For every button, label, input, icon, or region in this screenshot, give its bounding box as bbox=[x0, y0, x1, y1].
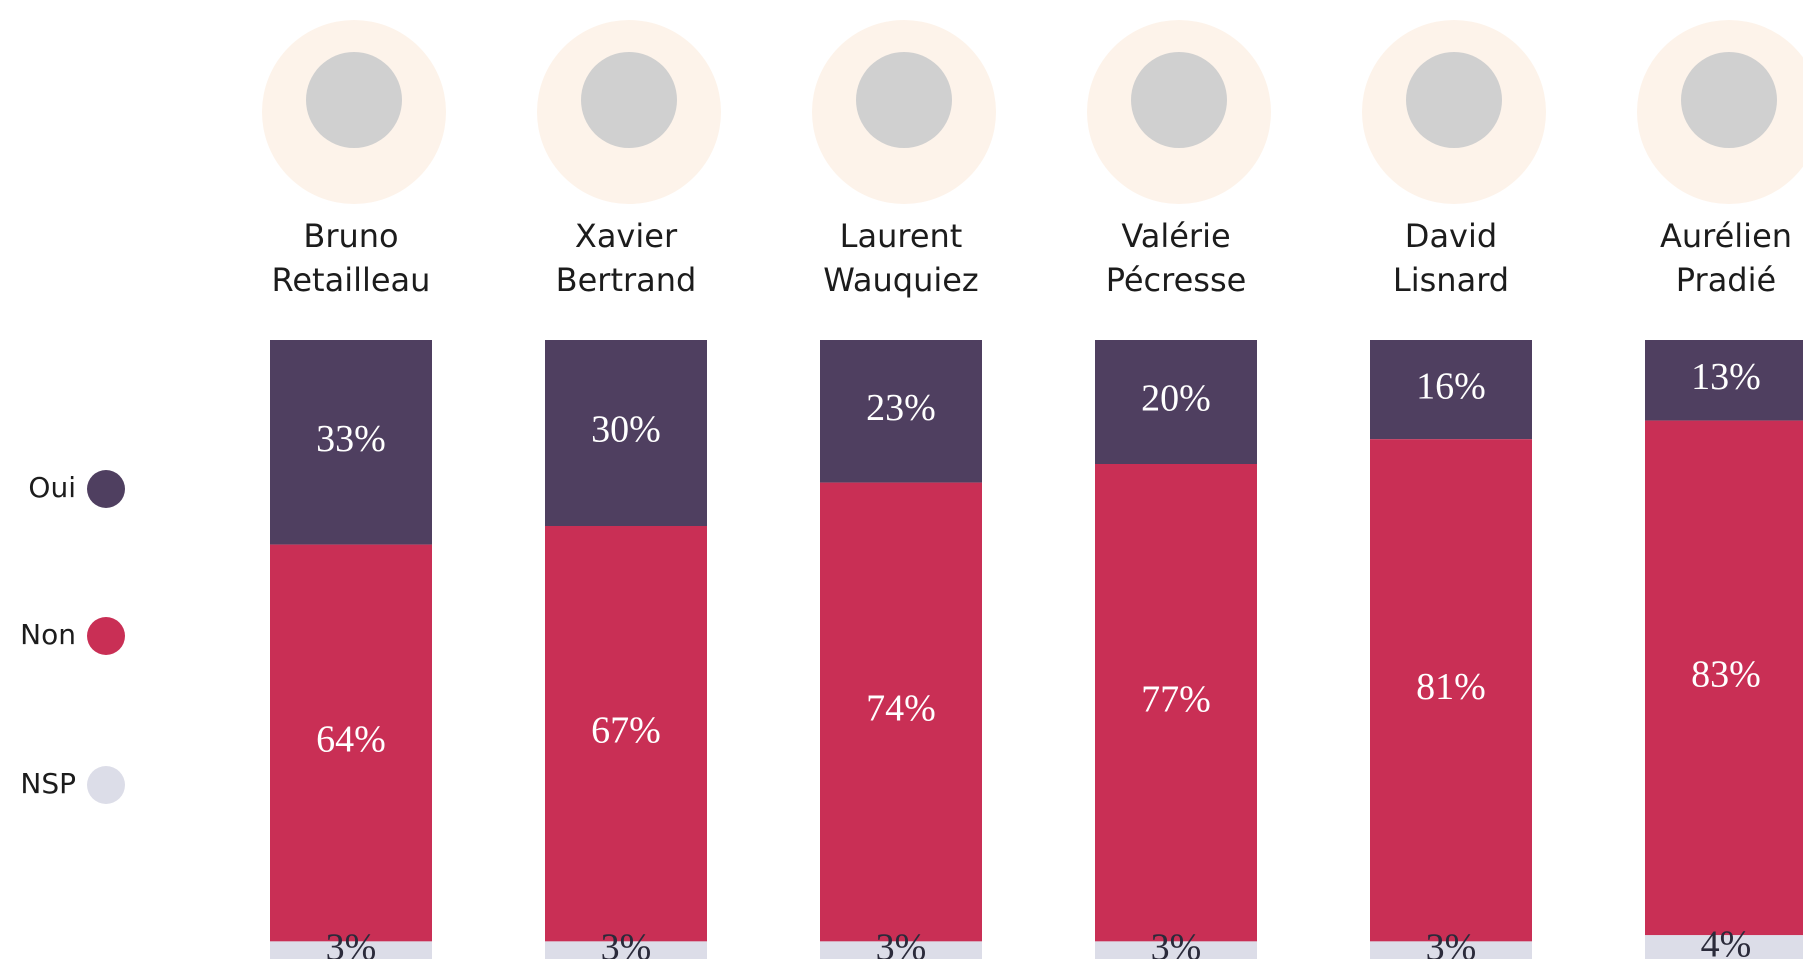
value-label: 16% bbox=[1416, 365, 1486, 407]
value-label: 23% bbox=[866, 387, 936, 429]
value-label: 13% bbox=[1691, 356, 1761, 398]
value-label: 3% bbox=[601, 926, 652, 959]
value-label: 3% bbox=[876, 926, 927, 959]
value-label: 83% bbox=[1691, 654, 1761, 696]
portrait-head bbox=[856, 52, 952, 148]
chart-svg: Oui Non NSP 33% 64% 3% 30% 67% 3% 23% 74% 3% 20% 77% 3… bbox=[0, 0, 1803, 959]
category-label: Valérie Pécresse bbox=[1071, 214, 1281, 302]
portrait-head bbox=[1681, 52, 1777, 148]
category-label: Bruno Retailleau bbox=[246, 214, 456, 302]
portrait-head bbox=[1131, 52, 1227, 148]
value-label: 74% bbox=[866, 688, 936, 730]
category-label: Laurent Wauquiez bbox=[796, 214, 1006, 302]
value-label: 33% bbox=[316, 418, 386, 460]
value-label: 67% bbox=[591, 709, 661, 751]
category-label: Aurélien Pradié bbox=[1621, 214, 1803, 302]
value-label: 4% bbox=[1701, 923, 1752, 959]
value-label: 64% bbox=[316, 719, 386, 761]
legend-swatch bbox=[87, 470, 125, 508]
value-label: 30% bbox=[591, 409, 661, 451]
value-label: 20% bbox=[1141, 378, 1211, 420]
legend-label: Oui bbox=[28, 471, 76, 504]
legend-label: NSP bbox=[20, 767, 76, 800]
value-label: 3% bbox=[1151, 926, 1202, 959]
category-label: David Lisnard bbox=[1346, 214, 1556, 302]
legend-swatch bbox=[87, 617, 125, 655]
portrait-head bbox=[581, 52, 677, 148]
value-label: 77% bbox=[1141, 678, 1211, 720]
legend-label: Non bbox=[20, 618, 76, 651]
legend-swatch bbox=[87, 766, 125, 804]
portrait-head bbox=[306, 52, 402, 148]
value-label: 3% bbox=[326, 926, 377, 959]
value-label: 3% bbox=[1426, 926, 1477, 959]
chart: Oui Non NSP 33% 64% 3% 30% 67% 3% 23% 74% 3% 20% 77% 3… bbox=[0, 0, 1803, 959]
value-label: 81% bbox=[1416, 666, 1486, 708]
portrait-head bbox=[1406, 52, 1502, 148]
category-label: Xavier Bertrand bbox=[521, 214, 731, 302]
